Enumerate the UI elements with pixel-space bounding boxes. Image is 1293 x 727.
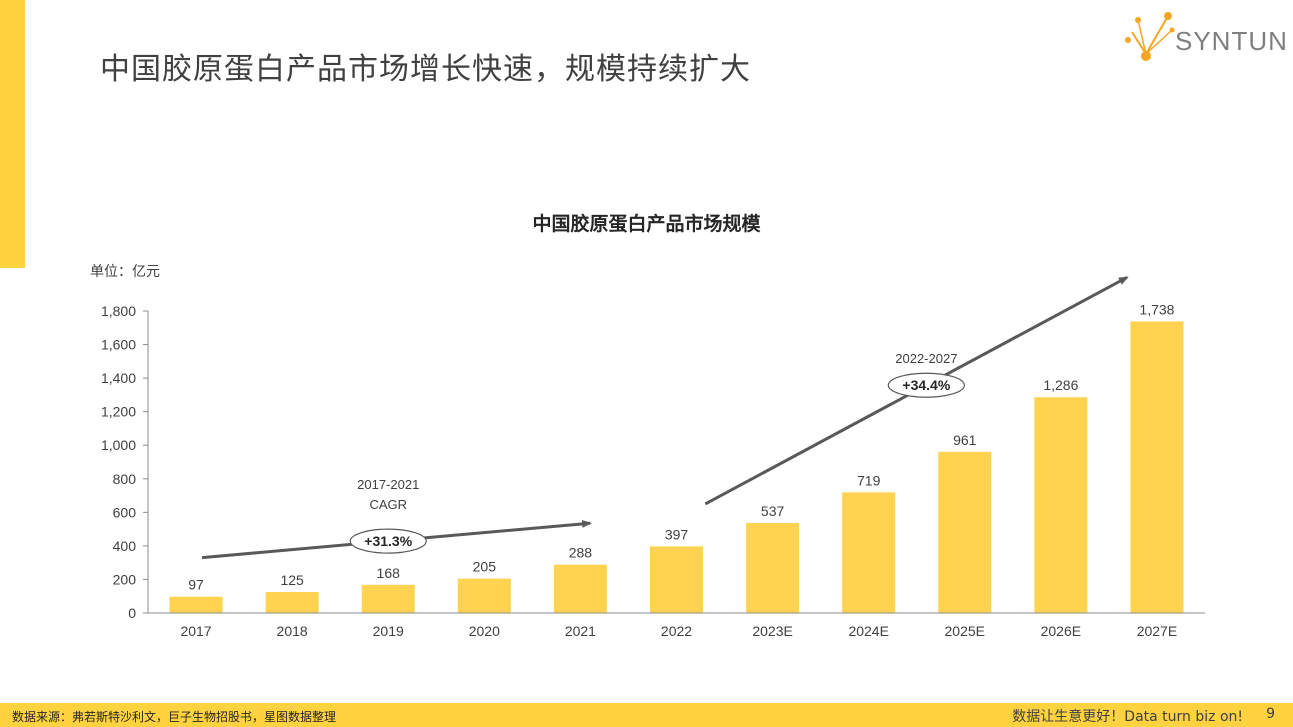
bar-2021 bbox=[553, 564, 607, 613]
data-label-2017: 97 bbox=[188, 577, 204, 593]
bar-2022 bbox=[650, 546, 703, 613]
logo-text: SYNTUN bbox=[1175, 26, 1288, 56]
x-tick-label: 2025E bbox=[945, 623, 985, 639]
y-tick-label: 1,800 bbox=[101, 303, 136, 319]
y-tick-label: 1,400 bbox=[101, 370, 136, 386]
data-label-2023E: 537 bbox=[761, 503, 785, 519]
x-tick-label: 2019 bbox=[373, 623, 404, 639]
data-label-2024E: 719 bbox=[857, 472, 881, 488]
x-tick-label: 2026E bbox=[1041, 623, 1081, 639]
cagr-oval bbox=[887, 372, 965, 398]
cagr-period: 2017-2021 bbox=[357, 477, 419, 492]
cagr-value: +31.3% bbox=[364, 533, 412, 549]
bar-2027E bbox=[1130, 321, 1184, 613]
data-label-2019: 168 bbox=[377, 565, 401, 581]
bar-2025E bbox=[938, 451, 992, 613]
data-label-2025E: 961 bbox=[953, 432, 977, 448]
x-tick-label: 2027E bbox=[1137, 623, 1177, 639]
bars: 97 125 168 205 288 397 537 719 961 1,286 1,738 bbox=[169, 301, 1184, 613]
syntun-logo: SYNTUN bbox=[1122, 10, 1287, 70]
x-tick-label: 2024E bbox=[848, 623, 888, 639]
y-tick-label: 400 bbox=[113, 538, 137, 554]
y-tick-label: 600 bbox=[113, 504, 137, 520]
bar-2018 bbox=[265, 592, 319, 613]
y-tick-label: 1,600 bbox=[101, 337, 136, 353]
bar-chart: 0 200 400 600 800 1,000 1,200 1,400 1,600 1,800 9… bbox=[101, 276, 1205, 639]
x-axis: 2017 2018 2019 2020 2021 2022 2023E 2024E 2025E 2… bbox=[148, 612, 1205, 639]
footer-source: 数据来源：弗若斯特沙利文，巨子生物招股书，星图数据整理 bbox=[12, 710, 337, 724]
x-tick-label: 2017 bbox=[180, 623, 211, 639]
y-tick-label: 200 bbox=[113, 571, 137, 587]
y-tick-label: 800 bbox=[113, 471, 137, 487]
x-tick-label: 2022 bbox=[661, 623, 692, 639]
data-label-2027E: 1,738 bbox=[1139, 301, 1174, 317]
data-label-2022: 397 bbox=[665, 526, 689, 542]
bar-2023E bbox=[746, 522, 800, 613]
bar-2024E bbox=[842, 492, 896, 613]
bar-2026E bbox=[1034, 397, 1088, 613]
slide-title: 中国胶原蛋白产品市场增长快速，规模持续扩大 bbox=[100, 52, 751, 87]
unit-label: 单位：亿元 bbox=[90, 264, 160, 280]
y-axis: 0 200 400 600 800 1,000 1,200 1,400 1,600 1,800 bbox=[101, 303, 149, 621]
cagr-label: CAGR bbox=[369, 497, 407, 512]
y-tick-label: 1,200 bbox=[101, 404, 136, 420]
page-number: 9 bbox=[1266, 706, 1275, 722]
data-label-2020: 205 bbox=[473, 559, 497, 575]
side-accent-bar bbox=[0, 0, 25, 268]
bar-2017 bbox=[169, 596, 223, 613]
cagr-value: +34.4% bbox=[902, 377, 950, 393]
cagr-period: 2022-2027 bbox=[895, 351, 957, 366]
chart-title: 中国胶原蛋白产品市场规模 bbox=[532, 213, 761, 235]
network-nodes-logo-icon bbox=[1125, 12, 1175, 61]
y-tick-label: 1,000 bbox=[101, 437, 136, 453]
data-label-2018: 125 bbox=[280, 572, 304, 588]
x-tick-label: 2021 bbox=[565, 623, 596, 639]
x-tick-label: 2020 bbox=[469, 623, 500, 639]
footer-slogan: 数据让生意更好！Data turn biz on! bbox=[1012, 709, 1243, 725]
y-tick-label: 0 bbox=[128, 605, 136, 621]
data-label-2021: 288 bbox=[569, 545, 593, 561]
bar-2019 bbox=[361, 584, 415, 613]
footer-bar: 数据来源：弗若斯特沙利文，巨子生物招股书，星图数据整理 数据让生意更好！Data… bbox=[0, 703, 1293, 727]
x-tick-label: 2023E bbox=[752, 623, 792, 639]
x-tick-label: 2018 bbox=[277, 623, 308, 639]
cagr-oval bbox=[349, 528, 427, 554]
bar-2020 bbox=[457, 578, 511, 613]
data-label-2026E: 1,286 bbox=[1043, 377, 1078, 393]
